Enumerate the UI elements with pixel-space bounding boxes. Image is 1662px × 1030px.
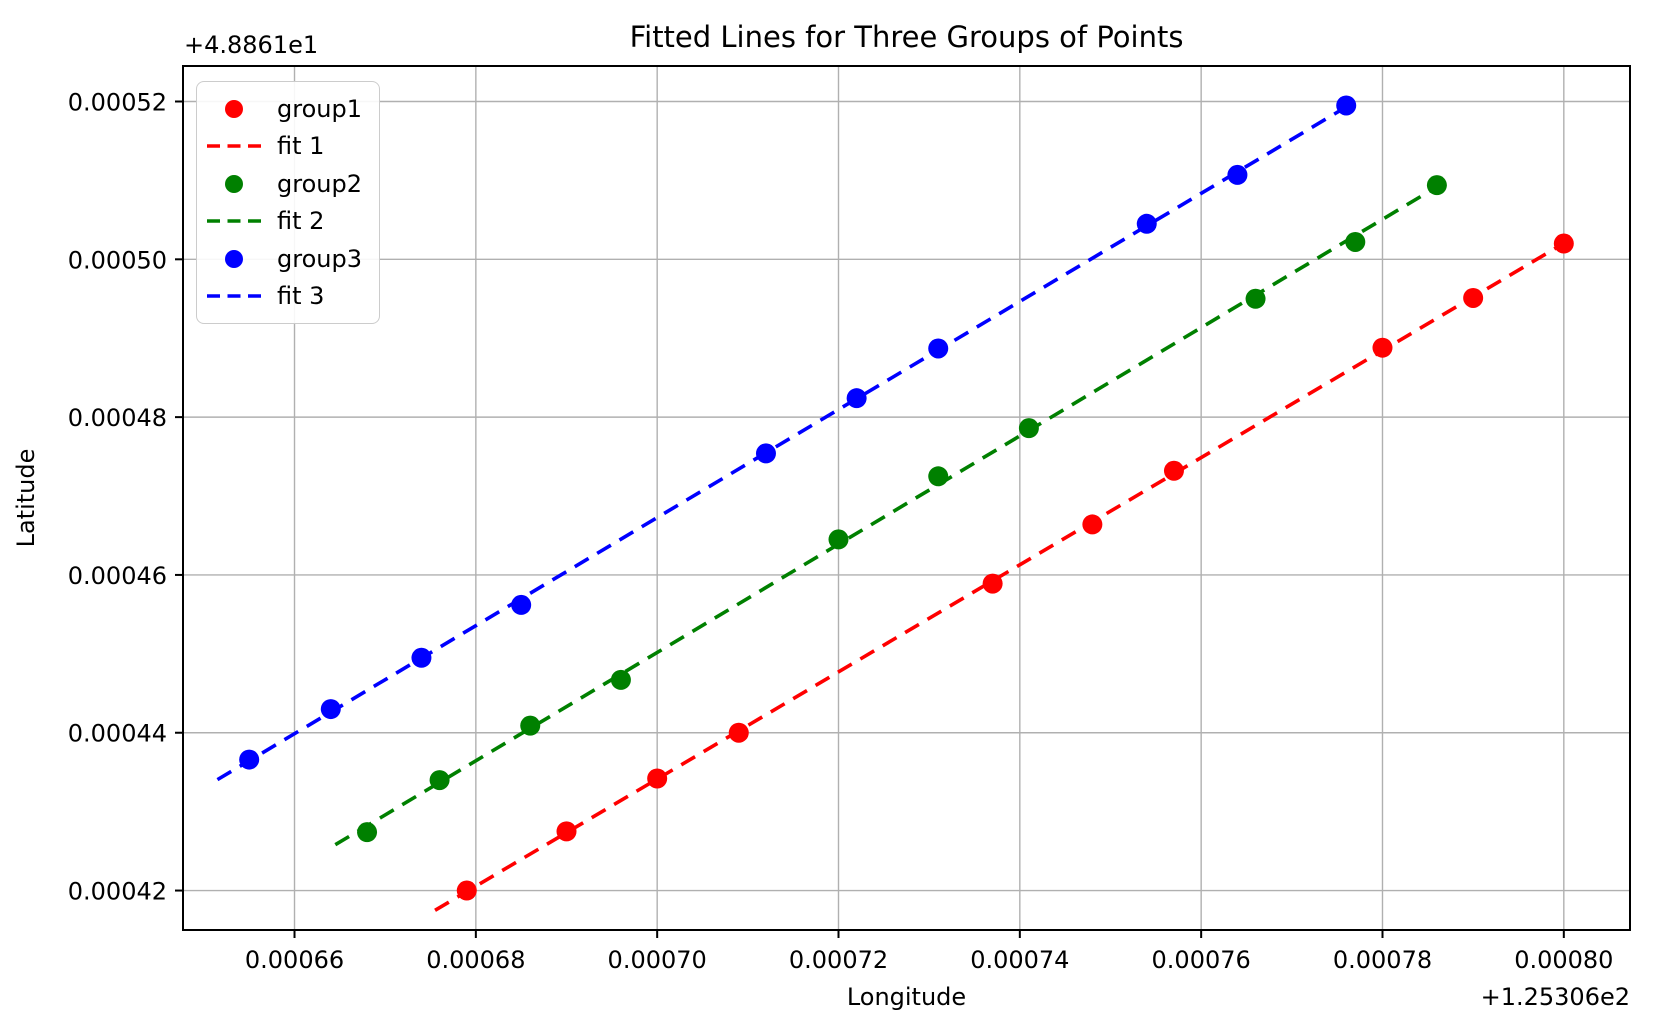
scatter-point-group3 [239, 749, 260, 770]
y-axis-offset-text: +4.8861e1 [184, 31, 319, 59]
scatter-marker-icon [225, 174, 243, 193]
y-tick-label: 0.00048 [68, 404, 167, 432]
scatter-point-group3 [511, 594, 532, 615]
legend-entry-fit-1: fit 1 [206, 128, 373, 164]
y-tick-label: 0.00052 [68, 89, 167, 117]
legend-entry-fit-3: fit 3 [206, 278, 373, 314]
scatter-point-group2 [610, 669, 631, 690]
scatter-point-group1 [728, 722, 749, 743]
legend-entry-fit-2: fit 2 [206, 203, 373, 239]
fit-line-3 [216, 101, 1355, 782]
x-tick-label: 0.00066 [245, 946, 344, 974]
scatter-point-group3 [1136, 213, 1157, 234]
scatter-point-group2 [1245, 288, 1266, 309]
scatter-point-group2 [429, 770, 450, 791]
scatter-point-group2 [928, 466, 949, 487]
x-tick-label: 0.00080 [1514, 946, 1613, 974]
y-tick-label: 0.00046 [68, 562, 167, 590]
scatter-point-group2 [1426, 175, 1447, 196]
legend-label: group3 [277, 244, 362, 273]
scatter-point-group2 [357, 822, 378, 843]
legend-entry-group1: group1 [206, 91, 373, 127]
x-tick-label: 0.00070 [608, 946, 707, 974]
x-axis-offset-text: +1.25306e2 [1480, 983, 1630, 1011]
scatter-point-group1 [556, 821, 577, 842]
scatter-point-group2 [1345, 231, 1366, 252]
fit-line-2 [334, 180, 1446, 847]
y-tick-label: 0.00050 [68, 246, 167, 274]
scatter-point-group1 [1553, 233, 1574, 254]
chart-title: Fitted Lines for Three Groups of Points [629, 20, 1184, 54]
legend-label: group1 [277, 95, 362, 123]
scatter-point-group2 [1018, 418, 1039, 439]
x-tick-label: 0.00078 [1333, 946, 1432, 974]
y-tick-label: 0.00042 [68, 878, 167, 906]
legend-entry-group3: group3 [206, 241, 373, 277]
scatter-point-group3 [846, 388, 867, 409]
legend: group1 fit 1 group2 fit 2 group3 fit 3 [196, 81, 380, 324]
legend-entry-group2: group2 [206, 166, 373, 202]
scatter-point-group2 [828, 529, 849, 550]
dashed-line-icon [207, 294, 261, 298]
scatter-point-group1 [982, 573, 1003, 594]
scatter-point-group3 [411, 647, 432, 668]
x-tick-label: 0.00068 [426, 946, 525, 974]
scatter-point-group3 [755, 443, 776, 464]
x-tick-label: 0.00074 [970, 946, 1069, 974]
scatter-point-group1 [1463, 287, 1484, 308]
scatter-point-group3 [320, 699, 341, 720]
scatter-point-group1 [647, 768, 668, 789]
dashed-line-icon [207, 144, 261, 149]
legend-label: group2 [277, 169, 362, 198]
x-tick-label: 0.00076 [1152, 946, 1251, 974]
x-axis-label: Longitude [846, 983, 967, 1011]
dashed-line-icon [207, 219, 261, 223]
scatter-point-group3 [928, 338, 949, 359]
scatter-point-group1 [1082, 514, 1103, 535]
legend-label: fit 2 [277, 207, 325, 236]
scatter-point-group2 [520, 715, 541, 736]
scatter-point-group1 [1163, 460, 1184, 481]
x-tick-label: 0.00072 [789, 946, 888, 974]
scatter-point-group3 [1336, 95, 1357, 116]
scatter-point-group1 [456, 880, 477, 901]
y-axis-label: Latitude [12, 448, 40, 548]
scatter-point-group1 [1372, 337, 1393, 358]
legend-label: fit 3 [277, 281, 325, 310]
scatter-marker-icon [225, 249, 243, 268]
axes-frame [182, 65, 1631, 931]
scatter-point-group3 [1227, 164, 1248, 185]
y-tick-label: 0.00044 [68, 720, 167, 748]
scatter-marker-icon [225, 100, 243, 118]
legend-label: fit 1 [277, 132, 325, 161]
